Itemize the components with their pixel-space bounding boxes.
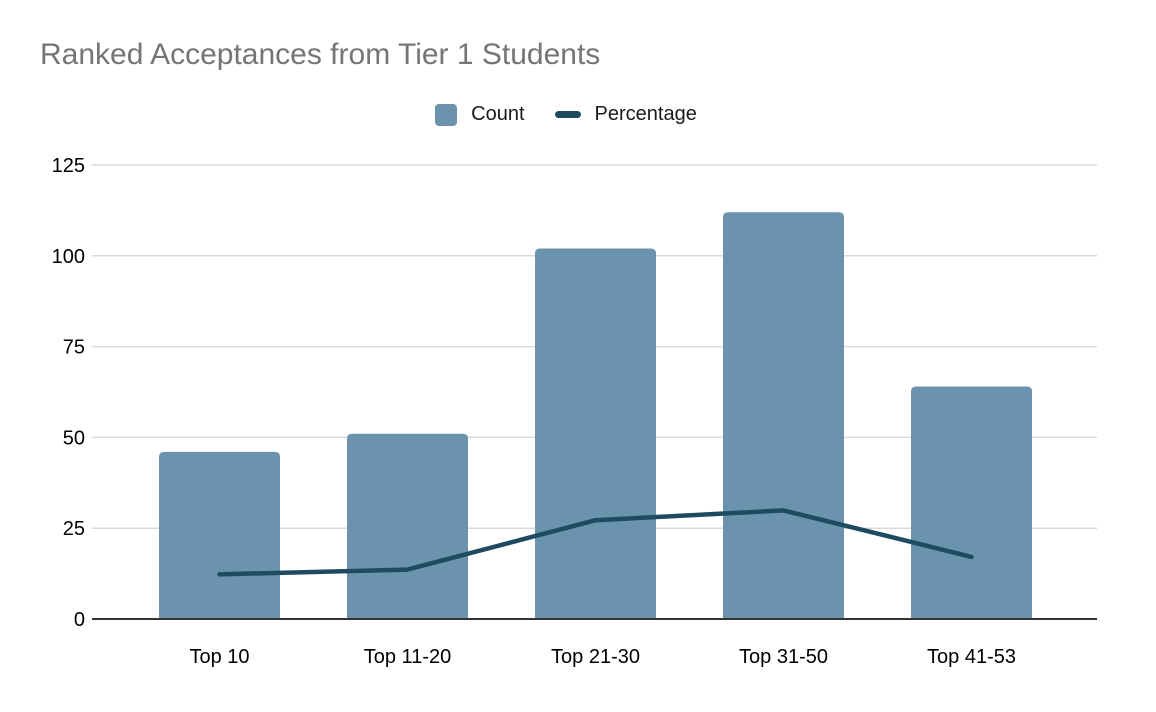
legend-item-count: Count (435, 103, 525, 126)
x-axis-label: Top 10 (189, 646, 249, 668)
percentage-line (217, 508, 974, 577)
x-axis-label: Top 21-30 (551, 646, 640, 668)
count-bar (723, 212, 844, 619)
y-tick-label: 75 (63, 337, 85, 359)
y-tick-label: 50 (63, 427, 85, 449)
count-series-swatch-icon (435, 103, 458, 126)
x-axis-label: Top 41-53 (927, 646, 1016, 668)
percentage-series-swatch-icon (554, 111, 581, 118)
legend-label-count: Count (471, 103, 525, 125)
count-bar (159, 451, 280, 619)
x-axis-label: Top 11-20 (364, 646, 451, 668)
count-bar (347, 433, 468, 619)
chart-legend: Count Percentage (0, 103, 1144, 126)
y-tick-label: 0 (74, 609, 85, 631)
y-tick-label: 125 (52, 155, 85, 177)
count-bar (911, 386, 1032, 619)
legend-label-percentage: Percentage (594, 103, 697, 125)
y-tick-label: 100 (52, 246, 85, 268)
x-axis-label: Top 31-50 (739, 646, 828, 668)
legend-item-percentage: Percentage (554, 103, 697, 126)
chart-title: Ranked Acceptances from Tier 1 Students (40, 38, 601, 71)
count-bar (535, 248, 656, 619)
y-tick-label: 25 (63, 518, 85, 540)
